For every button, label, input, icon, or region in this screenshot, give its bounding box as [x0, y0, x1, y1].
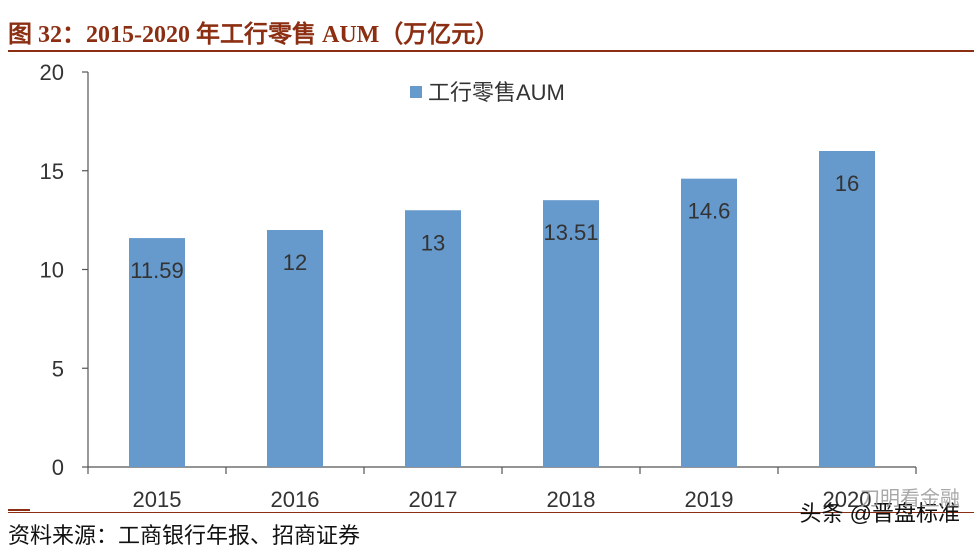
figure-header: 图 32：2015-2020 年工行零售 AUM（万亿元）: [8, 8, 974, 52]
figure-title: 图 32：2015-2020 年工行零售 AUM（万亿元）: [8, 22, 500, 48]
bar-2016: [267, 230, 323, 467]
x-tick-label-2020: 2020: [823, 487, 872, 512]
title-divider: [8, 50, 974, 52]
legend-label: 工行零售AUM: [428, 80, 565, 105]
y-tick-label-10: 10: [40, 258, 64, 283]
y-tick-label-0: 0: [52, 455, 64, 480]
data-label-2018: 13.51: [543, 220, 598, 245]
data-label-2017: 13: [421, 230, 445, 255]
x-tick-label-2017: 2017: [409, 487, 458, 512]
bar-2018: [543, 200, 599, 468]
y-tick-label-20: 20: [40, 60, 64, 85]
y-tick-label-15: 15: [40, 159, 64, 184]
watermark-overlay: 刀明看金融: [860, 488, 960, 510]
x-tick-label-2019: 2019: [685, 487, 734, 512]
bar-2020: [819, 151, 875, 467]
data-label-2019: 14.6: [688, 199, 731, 224]
bar-2017: [405, 210, 461, 467]
data-label-2020: 16: [835, 171, 859, 196]
footer-accent: [8, 509, 30, 511]
data-label-2016: 12: [283, 250, 307, 275]
watermark: 刀明看金融 头条 @晋盘标准: [799, 488, 960, 528]
x-tick-label-2018: 2018: [547, 487, 596, 512]
legend-swatch: [410, 86, 422, 98]
source-note: 资料来源：工商银行年报、招商证券: [8, 523, 361, 548]
x-tick-label-2015: 2015: [133, 487, 182, 512]
x-tick-label-2016: 2016: [271, 487, 320, 512]
bar-2015: [129, 238, 185, 467]
bar-2019: [681, 178, 737, 467]
y-tick-label-5: 5: [52, 356, 64, 381]
watermark-main: 头条 @晋盘标准: [799, 501, 960, 526]
footer-divider: [8, 512, 974, 513]
data-label-2015: 11.59: [130, 258, 183, 283]
